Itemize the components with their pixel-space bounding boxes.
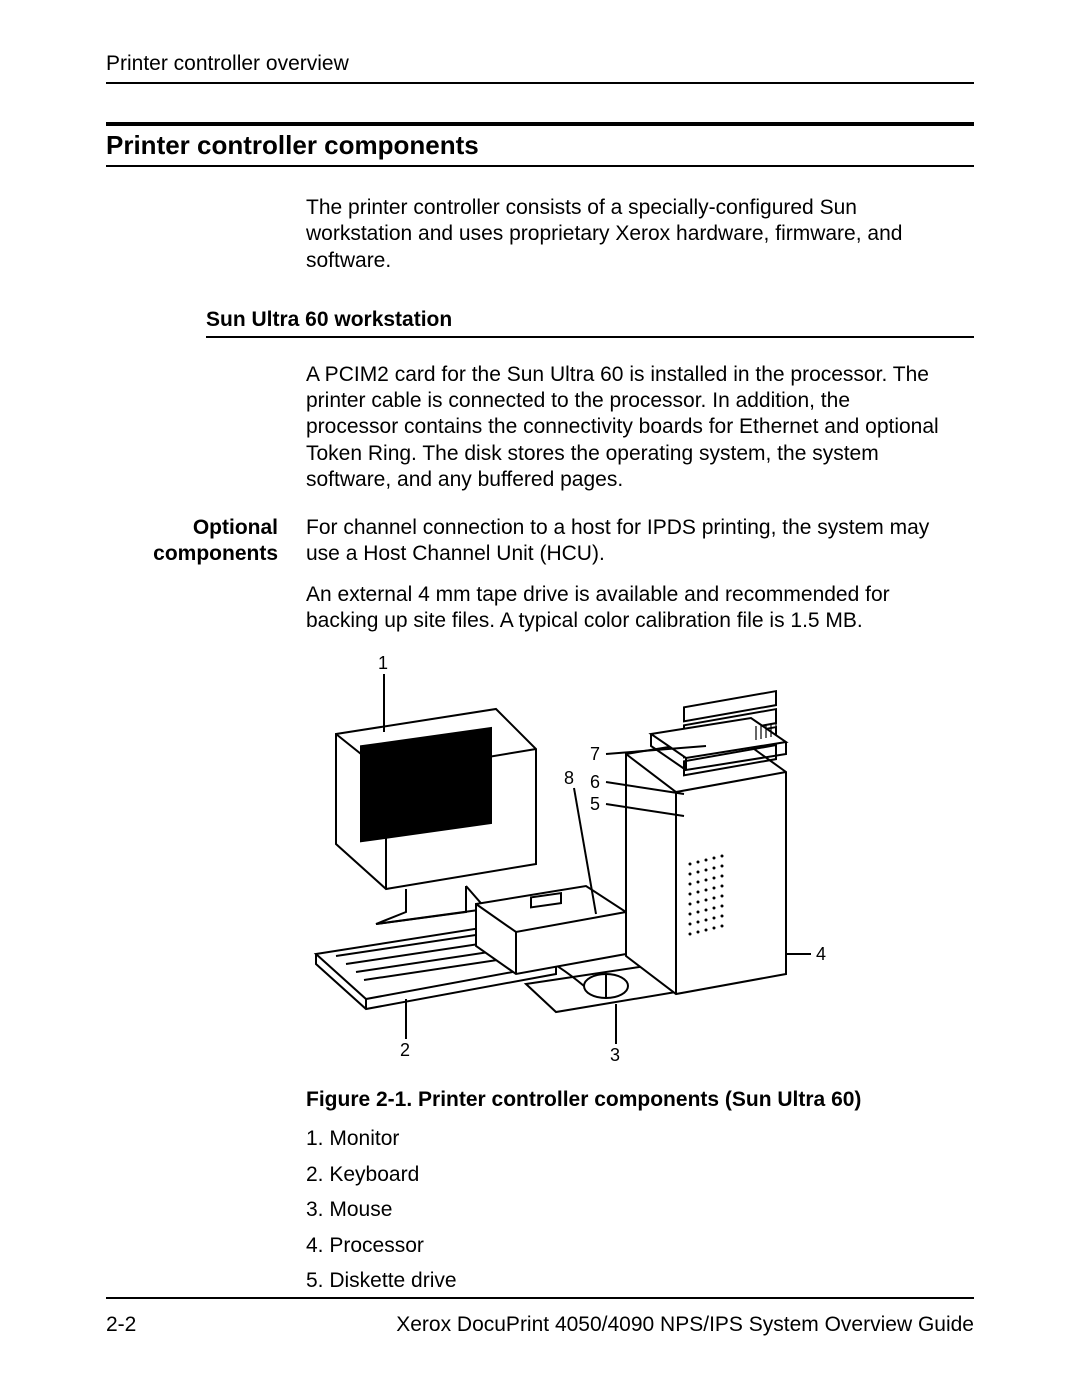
intro-paragraph: The printer controller consists of a spe… bbox=[306, 195, 946, 274]
optional-paragraph-2: An external 4 mm tape drive is available… bbox=[306, 582, 946, 635]
callout-8: 8 bbox=[564, 768, 574, 788]
legend-item-5: 5. Diskette drive bbox=[306, 1264, 974, 1298]
callout-6: 6 bbox=[590, 772, 600, 792]
callout-3: 3 bbox=[610, 1045, 620, 1065]
legend-item-1: 1. Monitor bbox=[306, 1122, 974, 1156]
hcu-box-icon bbox=[476, 886, 626, 974]
section-rule-top bbox=[106, 122, 974, 126]
page-number: 2-2 bbox=[106, 1313, 136, 1337]
subsection-title: Sun Ultra 60 workstation bbox=[206, 308, 452, 332]
figure-caption: Figure 2-1. Printer controller component… bbox=[306, 1088, 974, 1112]
optional-components-block: Optional components For channel connecti… bbox=[106, 515, 974, 634]
monitor-icon bbox=[336, 709, 536, 924]
callout-5: 5 bbox=[590, 794, 600, 814]
callout-4: 4 bbox=[816, 944, 826, 964]
page-footer: 2-2 Xerox DocuPrint 4050/4090 NPS/IPS Sy… bbox=[106, 1297, 974, 1337]
legend-item-4: 4. Processor bbox=[306, 1229, 974, 1263]
legend-item-3: 3. Mouse bbox=[306, 1193, 974, 1227]
callout-2: 2 bbox=[400, 1040, 410, 1060]
optional-paragraph-1: For channel connection to a host for IPD… bbox=[306, 515, 946, 568]
callout-7: 7 bbox=[590, 744, 600, 764]
optional-label: Optional components bbox=[106, 515, 306, 634]
doc-title: Xerox DocuPrint 4050/4090 NPS/IPS System… bbox=[396, 1313, 974, 1337]
running-header: Printer controller overview bbox=[106, 52, 974, 76]
figure-diagram: 1 2 bbox=[306, 654, 974, 1074]
figure-legend: 1. Monitor 2. Keyboard 3. Mouse 4. Proce… bbox=[306, 1122, 974, 1298]
optional-label-line2: components bbox=[106, 541, 278, 567]
section-title: Printer controller components bbox=[106, 130, 974, 161]
header-rule bbox=[106, 82, 974, 84]
computer-diagram-svg: 1 2 bbox=[306, 654, 826, 1074]
footer-rule bbox=[106, 1297, 974, 1299]
section-rule-bottom bbox=[106, 165, 974, 167]
optional-label-line1: Optional bbox=[106, 515, 278, 541]
subsection-rule bbox=[206, 336, 974, 338]
legend-item-2: 2. Keyboard bbox=[306, 1158, 974, 1192]
subsection-paragraph: A PCIM2 card for the Sun Ultra 60 is ins… bbox=[306, 362, 946, 493]
callout-1: 1 bbox=[378, 654, 388, 673]
